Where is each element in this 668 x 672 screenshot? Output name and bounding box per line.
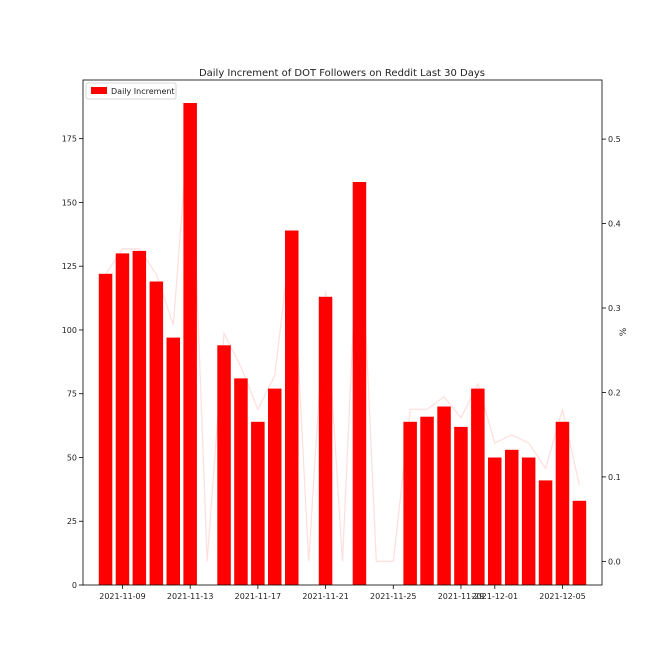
y-tick-label-25: 25: [67, 517, 77, 526]
legend-swatch: [91, 87, 107, 94]
x-tick-label-2021-11-13: 2021-11-13: [167, 592, 214, 601]
bar-2021-12-01: [488, 457, 502, 585]
legend-box: [85, 82, 177, 100]
bar-2021-11-17: [251, 421, 265, 585]
x-tick-label-2021-11-21: 2021-11-21: [302, 592, 349, 601]
bar-2021-11-27: [420, 416, 434, 585]
bar-2021-11-23: [352, 182, 367, 585]
bar-2021-12-06: [572, 500, 587, 585]
x-tick-label-2021-11-09: 2021-11-09: [99, 592, 146, 601]
legend-label: Daily Increment: [111, 87, 175, 96]
x-tick-label-2021-12-05: 2021-12-05: [539, 592, 586, 601]
bar-2021-12-02: [505, 449, 519, 585]
y-tick-label-75: 75: [67, 390, 77, 399]
x-tick-label-2021-11-25: 2021-11-25: [370, 592, 417, 601]
bar-2021-12-05: [555, 421, 570, 585]
bar-2021-11-09: [115, 253, 130, 585]
y2-tick-label-4: 0.4: [608, 220, 621, 229]
y-tick-label-150: 150: [62, 198, 77, 207]
bar-2021-11-19: [285, 230, 299, 585]
bar-2021-11-21: [318, 296, 333, 585]
y-tick-label-50: 50: [67, 453, 77, 462]
bar-2021-11-10: [132, 250, 147, 585]
y-tick-label-100: 100: [62, 326, 77, 335]
bar-2021-11-15: [217, 345, 231, 585]
y-tick-label-0: 0: [72, 581, 77, 590]
bar-2021-11-18: [268, 388, 282, 585]
y-tick-label-175: 175: [62, 135, 77, 144]
y2-tick-label-3: 0.3: [608, 304, 621, 313]
x-tick-label-2021-12-01: 2021-12-01: [472, 592, 519, 601]
bar-2021-12-03: [521, 457, 536, 585]
plot-frame: [82, 79, 603, 586]
y-tick-label-125: 125: [62, 262, 77, 271]
bar-2021-12-04: [538, 480, 553, 585]
y2-tick-label-2: 0.2: [608, 388, 621, 397]
bar-layer: [98, 103, 587, 585]
x-tick-label-2021-11-29: 2021-11-29: [438, 592, 485, 601]
bar-2021-11-29: [454, 426, 468, 585]
right-axis-label: %: [619, 327, 629, 336]
y2-tick-label-1: 0.1: [608, 473, 621, 482]
bar-2021-11-30: [471, 388, 485, 585]
bar-2021-11-08: [98, 273, 113, 585]
axis-layer: 0 25 50 75 100 125 150 175 0.0 0.1 0.2 0.3 0.4 0.5 202…: [62, 79, 621, 601]
x-tick-label-2021-11-17: 2021-11-17: [235, 592, 282, 601]
y2-tick-label-5: 0.5: [608, 135, 621, 144]
bar-2021-11-28: [437, 406, 451, 585]
bar-2021-11-11: [149, 281, 164, 585]
bar-2021-11-26: [403, 421, 417, 585]
y2-tick-label-0: 0.0: [608, 557, 621, 566]
bar-2021-11-16: [234, 378, 248, 585]
chart-title: Daily Increment of DOT Followers on Redd…: [199, 68, 485, 79]
bar-2021-11-12: [166, 337, 180, 585]
legend: Daily Increment: [85, 82, 177, 100]
bar-2021-11-13: [183, 103, 197, 585]
